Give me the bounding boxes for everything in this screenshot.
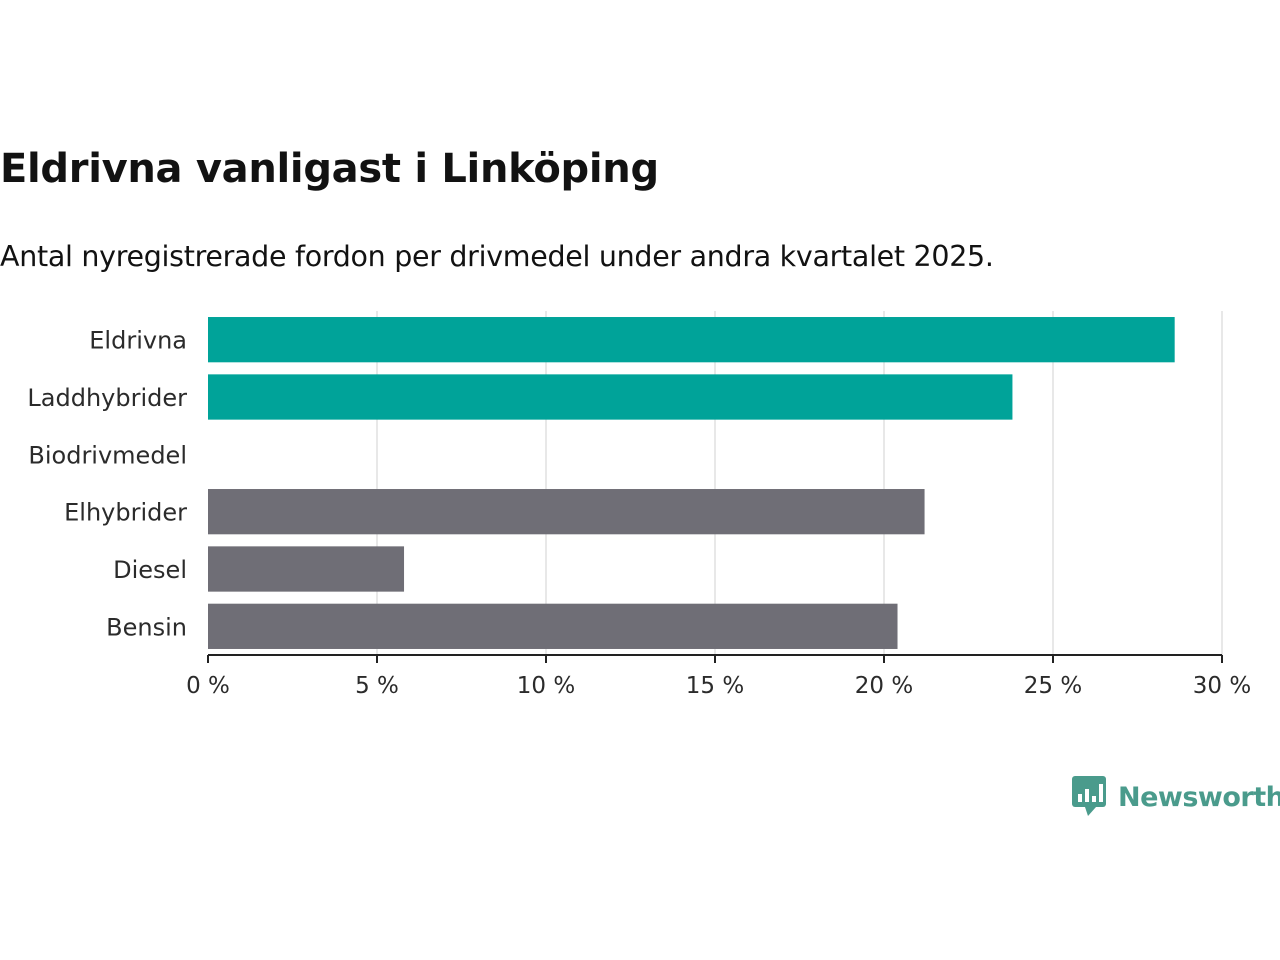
category-label: Bensin xyxy=(106,613,187,641)
bar-eldrivna xyxy=(208,317,1175,363)
x-tick-label: 10 % xyxy=(517,673,575,699)
bar-bensin xyxy=(208,603,898,649)
x-tick-label: 25 % xyxy=(1024,673,1082,699)
category-label: Elhybrider xyxy=(64,499,187,527)
bar-diesel xyxy=(208,546,405,592)
brand-logo: Newsworthy xyxy=(1072,776,1280,818)
chart-subtitle: Antal nyregistrerade fordon per drivmede… xyxy=(0,240,994,273)
newsworthy-logo-icon xyxy=(1072,776,1106,816)
brand-name: Newsworthy xyxy=(1118,781,1280,813)
category-label: Laddhybrider xyxy=(27,384,187,412)
x-tick-label: 5 % xyxy=(355,673,399,699)
x-tick-label: 0 % xyxy=(186,673,230,699)
x-tick-label: 20 % xyxy=(855,673,913,699)
category-label: Diesel xyxy=(113,556,187,584)
chart-title: Eldrivna vanligast i Linköping xyxy=(0,146,659,192)
x-tick-label: 30 % xyxy=(1193,673,1251,699)
category-label: Eldrivna xyxy=(89,327,187,355)
category-label: Biodrivmedel xyxy=(28,441,187,469)
x-tick-label: 15 % xyxy=(686,673,744,699)
bar-laddhybrider xyxy=(208,374,1013,420)
bar-elhybrider xyxy=(208,489,925,535)
bar-chart: Eldrivna Laddhybrider Biodrivmedel Elhybrid… xyxy=(27,311,1251,699)
